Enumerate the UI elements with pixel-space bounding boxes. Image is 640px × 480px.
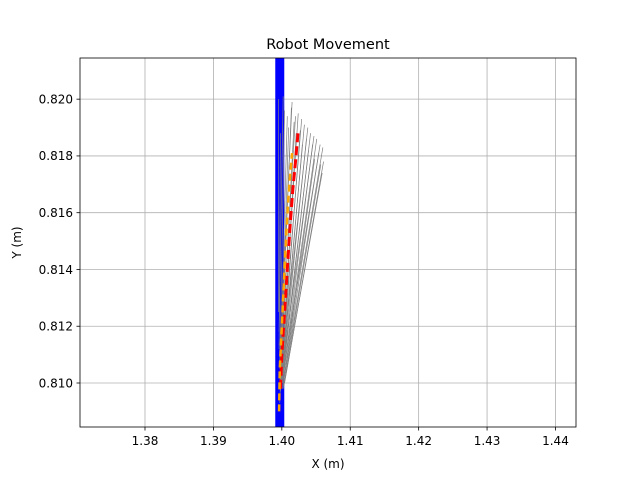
red-series-line [278, 130, 300, 389]
x-tick-label: 1.42 [405, 434, 432, 448]
axis-ticks: 1.38 1.39 1.40 1.41 1.42 1.43 1.44 0.810 0.812 0.… [39, 92, 569, 448]
x-tick-label: 1.43 [474, 434, 501, 448]
gray-trajectory-segment [278, 96, 284, 332]
x-tick-label: 1.44 [542, 434, 569, 448]
plot-data [275, 58, 324, 427]
orange-series-line [277, 152, 294, 412]
y-tick-label: 0.810 [39, 376, 73, 390]
axes-frame [79, 57, 577, 428]
y-tick-label: 0.814 [39, 263, 73, 277]
gray-trajectory-segment [282, 144, 321, 372]
gray-trajectory-segment [282, 158, 316, 389]
gray-trajectory-segment [280, 118, 303, 369]
gray-trajectory-segment [282, 164, 322, 389]
y-axis-label: Y (m) [10, 226, 24, 259]
x-tick-label: 1.41 [337, 434, 364, 448]
gray-trajectory-segment [284, 161, 324, 384]
x-tick-label: 1.38 [132, 434, 159, 448]
y-tick-label: 0.820 [39, 92, 73, 106]
y-tick-label: 0.818 [39, 149, 73, 163]
gray-trajectory-segment [281, 127, 309, 367]
gray-trajectory-segment [279, 110, 285, 369]
chart-title: Robot Movement [266, 37, 390, 53]
y-tick-label: 0.816 [39, 206, 73, 220]
x-axis-label: X (m) [311, 457, 344, 471]
gray-trajectory-segment [282, 136, 315, 369]
gray-trajectory-segment [283, 147, 324, 381]
y-tick-label: 0.812 [39, 320, 73, 334]
x-tick-label: 1.39 [200, 434, 227, 448]
x-tick-label: 1.40 [268, 434, 295, 448]
